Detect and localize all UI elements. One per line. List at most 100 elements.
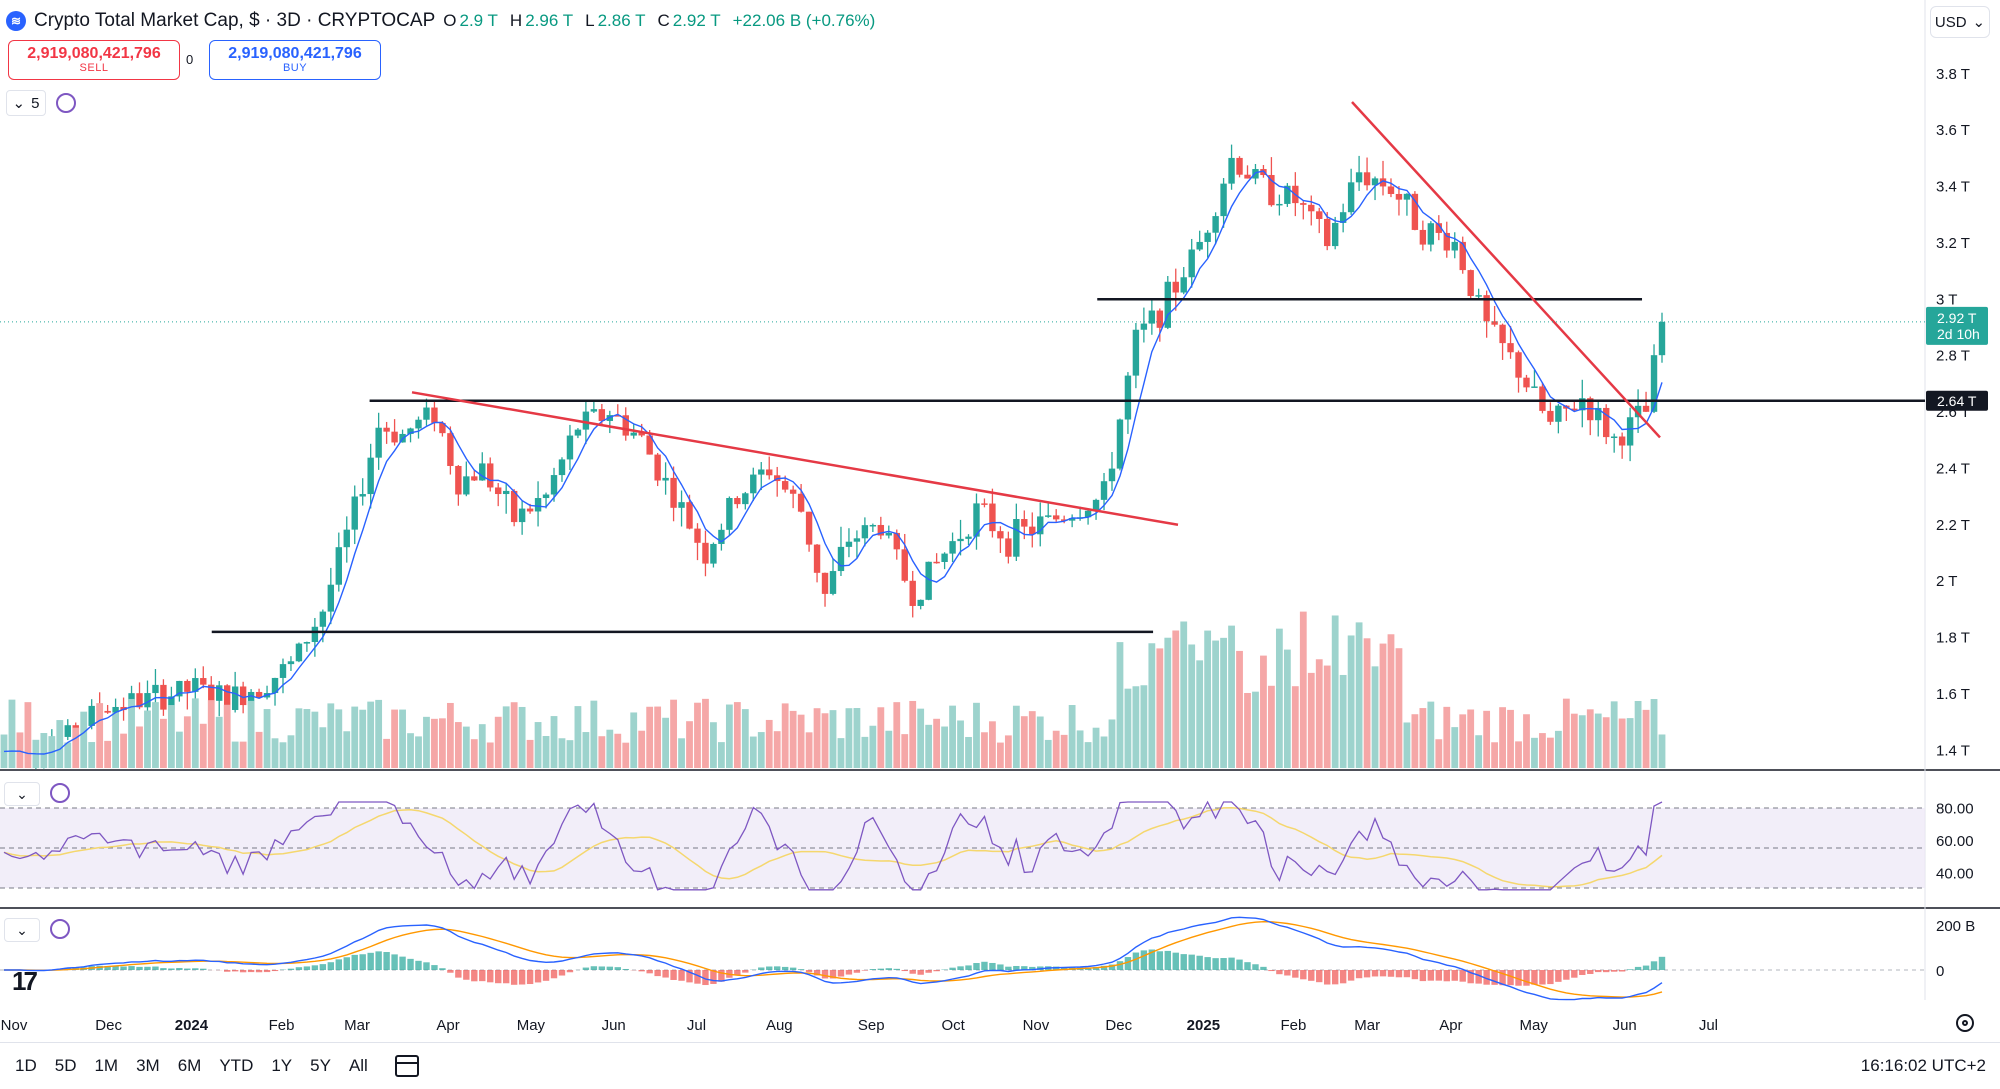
volume-bar	[88, 742, 95, 768]
candle-body	[1412, 194, 1418, 230]
macd-histogram-bar	[559, 970, 565, 976]
macd-histogram-bar	[1300, 970, 1306, 979]
volume-bar	[846, 708, 853, 768]
range-ytd[interactable]: YTD	[210, 1056, 262, 1076]
candle-body	[989, 504, 995, 532]
volume-bar	[981, 732, 988, 768]
candle-body	[981, 503, 987, 505]
volume-bar	[750, 737, 757, 768]
x-tick-label: Mar	[1354, 1017, 1380, 1034]
candle-body	[1659, 322, 1665, 355]
range-all[interactable]: All	[340, 1056, 377, 1076]
candle-body	[65, 725, 71, 737]
macd-histogram-bar	[973, 963, 979, 970]
volume-bar	[327, 703, 334, 768]
range-6m[interactable]: 6M	[169, 1056, 211, 1076]
sync-icon[interactable]	[56, 93, 76, 113]
calendar-icon[interactable]	[395, 1055, 419, 1077]
candle-body	[320, 612, 326, 627]
range-1y[interactable]: 1Y	[262, 1056, 301, 1076]
volume-bar	[256, 732, 263, 768]
macd-sync-icon[interactable]	[50, 919, 70, 939]
candle-body	[1109, 469, 1115, 482]
volume-bar	[941, 727, 948, 768]
macd-histogram-bar	[176, 968, 182, 970]
volume-bar	[112, 713, 119, 768]
candle-body	[1157, 311, 1163, 328]
candle-body	[383, 428, 389, 432]
volume-bar	[989, 721, 996, 768]
y-tick-label: 1.6 T	[1936, 686, 1970, 703]
candle-body	[1005, 538, 1011, 556]
volume-bar	[702, 699, 709, 768]
macd-collapse-button[interactable]: ⌄	[4, 918, 40, 942]
rsi-sync-icon[interactable]	[50, 783, 70, 803]
rsi-collapse-button[interactable]: ⌄	[4, 782, 40, 806]
volume-bar	[1053, 731, 1060, 768]
range-1d[interactable]: 1D	[6, 1056, 46, 1076]
macd-histogram-bar	[1635, 967, 1641, 970]
symbol-title[interactable]: Crypto Total Market Cap, $ · 3D · CRYPTO…	[34, 10, 435, 32]
currency-select[interactable]: USD⌄	[1930, 6, 1990, 38]
volume-bar	[630, 712, 637, 768]
macd-tick-label: 0	[1936, 963, 1944, 980]
volume-bar	[1499, 707, 1506, 768]
macd-histogram-bar	[806, 970, 812, 972]
volume-bar	[455, 722, 462, 768]
macd-histogram	[9, 950, 1665, 986]
volume-bar	[1603, 717, 1610, 768]
volume-bar	[264, 709, 271, 768]
x-tick-label: 2024	[175, 1017, 209, 1034]
macd-histogram-bar	[1141, 950, 1147, 970]
macd-histogram-bar	[957, 966, 963, 970]
macd-histogram-bar	[399, 957, 405, 970]
macd-histogram-bar	[599, 966, 605, 970]
volume-bar	[1069, 705, 1076, 768]
sell-button[interactable]: 2,919,080,421,796 SELL	[8, 40, 180, 80]
volume-bar	[152, 702, 159, 768]
volume-bar	[1220, 638, 1227, 768]
candle-body	[1348, 182, 1354, 212]
volume-bar	[1396, 648, 1403, 768]
candle-body	[495, 487, 501, 494]
candle-body	[702, 543, 708, 564]
volume-bar	[1404, 722, 1411, 768]
x-tick-label: Jun	[1613, 1017, 1637, 1034]
volume-bar	[208, 700, 215, 768]
x-tick-label: Nov	[1, 1017, 28, 1034]
volume-bar	[1340, 675, 1347, 768]
price-chart[interactable]: 3.8 T3.6 T3.4 T3.2 T3 T2.8 T2.6 T2.4 T2.…	[0, 0, 2000, 1042]
volume-bar	[877, 707, 884, 768]
macd-histogram-bar	[1611, 970, 1617, 972]
volume-bar	[854, 708, 861, 768]
trendline-2025	[1352, 102, 1660, 437]
volume-bar	[1491, 742, 1498, 768]
volume-bar	[439, 718, 446, 768]
candle-body	[360, 494, 366, 496]
macd-histogram-bar	[1173, 953, 1179, 970]
chevron-down-icon: ⌄	[16, 786, 28, 803]
buy-button[interactable]: 2,919,080,421,796 BUY	[209, 40, 381, 80]
range-5d[interactable]: 5D	[46, 1056, 86, 1076]
macd-histogram-bar	[1308, 970, 1314, 981]
volume-bar	[1292, 686, 1299, 768]
gear-icon[interactable]	[1956, 1014, 1974, 1032]
candle-body	[1643, 406, 1649, 412]
moving-average-line	[4, 171, 1662, 754]
volume-bar	[1061, 735, 1068, 768]
range-1m[interactable]: 1M	[85, 1056, 127, 1076]
macd-histogram-bar	[766, 967, 772, 970]
candle-body	[1021, 519, 1027, 527]
volume-bar	[224, 705, 231, 768]
range-5y[interactable]: 5Y	[301, 1056, 340, 1076]
macd-histogram-bar	[1595, 970, 1601, 972]
volume-bar	[1308, 673, 1315, 768]
candle-body	[1539, 386, 1545, 410]
candle-body	[910, 581, 916, 606]
indicators-toggle[interactable]: ⌄ 5	[6, 90, 46, 116]
range-3m[interactable]: 3M	[127, 1056, 169, 1076]
candle-body	[941, 554, 947, 562]
y-tick-label: 1.4 T	[1936, 742, 1970, 759]
candle-body	[423, 408, 429, 420]
